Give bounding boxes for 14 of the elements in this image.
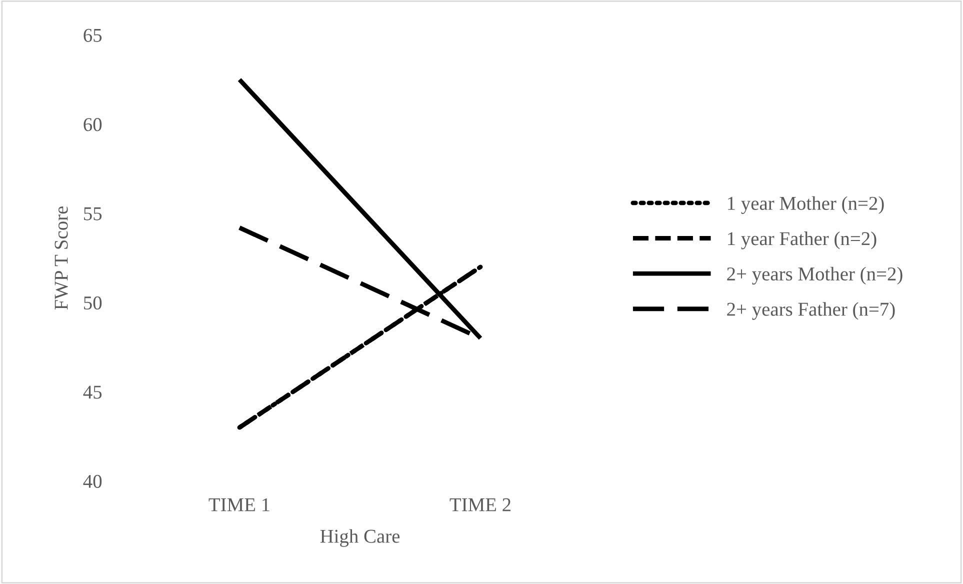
y-tick-label: 40	[83, 474, 102, 488]
y-tick-label: 50	[84, 296, 102, 310]
y-axis-title: FWP T Score	[54, 206, 68, 310]
legend-label: 1 year Father (n=2)	[728, 232, 876, 250]
x-axis-title: High Care	[320, 529, 400, 547]
y-tick-label: 45	[83, 386, 102, 399]
y-tick-label: 60	[84, 118, 102, 132]
legend-label: 1 year Mother (n=2)	[728, 196, 884, 214]
y-tick-label: 65	[84, 28, 102, 42]
x-tick-label: TIME 1	[208, 498, 270, 512]
legend-label: 2+ years Father (n=7)	[727, 302, 895, 320]
legend-label: 2+ years Mother (n=2)	[727, 266, 902, 285]
y-tick-label: 55	[84, 207, 102, 220]
x-tick-label: TIME 2	[450, 498, 510, 512]
